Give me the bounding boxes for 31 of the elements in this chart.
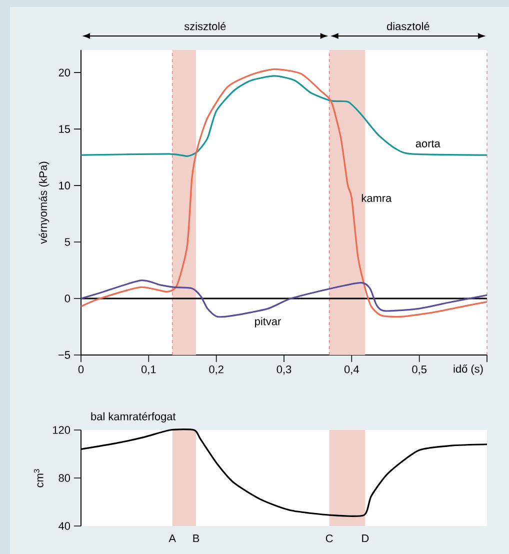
text: szisztolé — [184, 22, 226, 30]
series-label: aorta — [416, 140, 440, 148]
x-tick-label: 0,3 — [276, 366, 292, 375]
y-tick-label: 40 — [58, 522, 70, 530]
x-axis-title: idő (s) — [454, 364, 483, 375]
annotation: A — [168, 534, 176, 542]
y-tick-label: 5 — [64, 238, 70, 246]
x-tick-label: 0,4 — [344, 366, 359, 375]
series-label: kamra — [362, 194, 392, 202]
x-tick-label: 0 — [78, 366, 84, 374]
y-axis-title: cm$^{3}$ — [34, 469, 44, 488]
y-tick-label: 120 — [53, 426, 70, 434]
line-series — [80, 280, 488, 318]
annotation: C — [326, 534, 333, 542]
x-tick-label: 0,5 — [412, 366, 426, 375]
line-series — [80, 68, 488, 318]
y-axis-title: vérnyomás (kPa) — [38, 162, 50, 244]
annotation: D — [362, 534, 369, 542]
annotation: B — [193, 534, 200, 542]
chart-title: bal kamratérfogat — [91, 412, 176, 422]
y-tick-label: 80 — [58, 474, 70, 482]
y-tick-label: 15 — [59, 125, 70, 133]
text: diasztolé — [386, 22, 430, 30]
x-tick-label: 0,1 — [141, 366, 156, 375]
line-series — [80, 75, 488, 157]
y-tick-label: 0 — [64, 294, 70, 302]
y-tick-label: 10 — [59, 182, 70, 190]
x-tick-label: 0,2 — [209, 366, 224, 375]
y-tick-label: 20 — [58, 68, 70, 76]
y-tick-label: −5 — [58, 351, 70, 359]
series-label: pitvar — [255, 317, 281, 328]
